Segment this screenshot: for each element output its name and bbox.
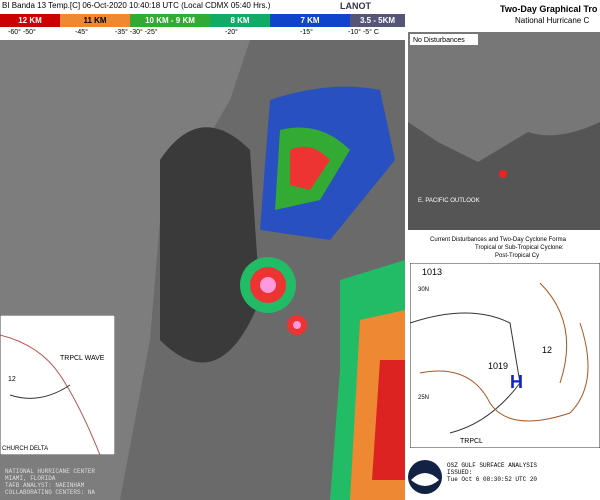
outlook-status: No Disturbances: [413, 37, 465, 44]
inset-label: TRPCL WAVE: [60, 355, 105, 362]
title: BI Banda 13 Temp.[C] 06-Oct-2020 10:40:1…: [2, 1, 271, 10]
scale-text: 11 KM: [83, 16, 107, 25]
isobar-label: 1019: [488, 361, 508, 371]
feature-label: TRPCL: [460, 438, 483, 445]
credits: NATIONAL HURRICANE CENTER MIAMI, FLORIDA…: [5, 468, 95, 496]
outlook-subtitle: National Hurricane C: [515, 16, 590, 25]
surface-map: 1013 1019 H 12 30N 25N TRPCL: [410, 263, 600, 448]
right-panel: Two-Day Graphical Tro National Hurricane…: [405, 0, 600, 500]
credit: MIAMI, FLORIDA: [5, 475, 56, 482]
scale-item: 12 KM: [0, 14, 60, 27]
outlook-map: No Disturbances E. PACIFIC OUTLOOK: [408, 32, 600, 230]
legend-item: Post-Tropical Cy: [495, 253, 540, 259]
scale-temp: -60° -50°: [8, 29, 36, 36]
footer-line: Tue Oct 6 08:30:52 UTC 20: [447, 476, 538, 483]
high-pressure: H: [510, 372, 523, 392]
scale-temp: -35° -30° -25°: [115, 29, 158, 36]
inset-place: CHURCH DELTA: [2, 446, 48, 452]
scale-item: 10 KM - 9 KM: [130, 14, 210, 27]
inset-map: TRPCL WAVE 12 CHURCH DELTA: [0, 315, 115, 455]
scale-temp: -20°: [225, 29, 238, 36]
scale-temp: -10° -5° C: [348, 29, 379, 36]
isobar-label: 1013: [422, 267, 442, 277]
lat-label: 30N: [418, 287, 429, 293]
surface-footer: OSZ GULF SURFACE ANALYSIS ISSUED: Tue Oc…: [447, 462, 537, 483]
scale-temp: -15°: [300, 29, 313, 36]
legend-item: Tropical or Sub-Tropical Cyclone:: [475, 245, 564, 251]
scale-temp: -45°: [75, 29, 88, 36]
credit: TAFB ANALYST: NAEINHAM: [5, 482, 85, 489]
footer-line: ISSUED:: [447, 469, 473, 476]
scale-item: 7 KM: [270, 14, 350, 27]
credit: COLLABORATING CENTERS: NA: [5, 489, 96, 496]
logo: LANOT: [340, 1, 371, 11]
scale-item: 3.5 - 5KM: [350, 14, 405, 27]
top-bar: BI Banda 13 Temp.[C] 06-Oct-2020 10:40:1…: [0, 0, 405, 40]
lat-label: 25N: [418, 395, 429, 401]
legend-title: Current Disturbances and Two-Day Cyclone…: [430, 237, 566, 243]
outlook-region: E. PACIFIC OUTLOOK: [418, 198, 480, 204]
isobar-label: 12: [542, 345, 552, 355]
credit: NATIONAL HURRICANE CENTER: [5, 468, 96, 475]
scale-item: 11 KM: [60, 14, 130, 27]
scale-item: 8 KM: [210, 14, 270, 27]
footer-line: OSZ GULF SURFACE ANALYSIS: [447, 462, 538, 469]
outlook-title: Two-Day Graphical Tro: [500, 4, 598, 14]
inset-value: 12: [8, 376, 16, 383]
noaa-logo: [408, 460, 442, 494]
